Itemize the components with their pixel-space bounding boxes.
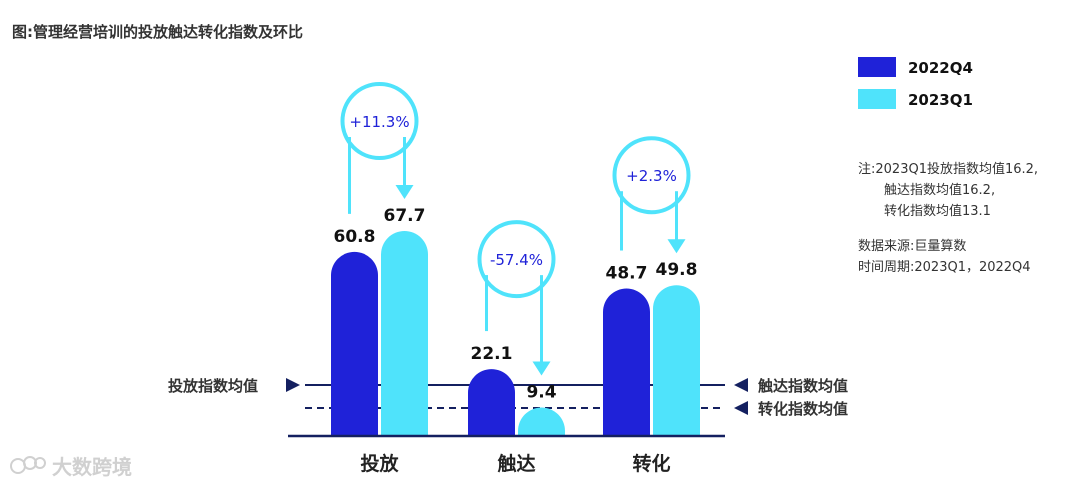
note-line-3: 转化指数均值13.1 [884,203,991,219]
bar-2023q1-1 [518,407,565,436]
bar-value-label: 67.7 [384,206,426,226]
change-bubble [612,136,691,215]
bar-2023q1-2 [653,285,700,436]
avg-left-marker-icon [286,378,300,392]
x-tick-label: 触达 [497,452,535,475]
bar-value-label: 48.7 [606,264,648,284]
x-tick-label: 转化 [632,452,670,475]
avg-right-marker-icon [734,378,748,392]
bar-value-label: 9.4 [526,383,556,403]
bars-group: 60.8 67.7 投放 +11.3% 22.1 9.4 触达 -57.4% 48.7 49.8 转… [331,82,700,475]
note-line-2: 触达指数均值16.2, [884,182,995,198]
bar-value-label: 60.8 [334,227,376,247]
change-arrow-icon [667,239,686,254]
change-label: +11.3% [349,113,409,131]
bar-value-label: 49.8 [656,260,698,280]
legend-label-2022q4: 2022Q4 [908,59,973,77]
bar-2023q1-0 [381,231,428,436]
bar-value-label: 22.1 [471,344,513,364]
change-bubble [477,220,556,299]
avg-label-chu-da: 触达指数均值 [758,377,848,395]
chart-title: 图:管理经营培训的投放触达转化指数及环比 [12,23,303,41]
change-label: +2.3% [626,167,677,185]
bar-2022q4-1 [468,369,515,436]
avg-right-marker-dashed-icon [734,401,748,415]
legend-swatch-2022q4 [858,57,896,77]
avg-label-zhuan-hua: 转化指数均值 [758,400,848,418]
legend-label-2023q1: 2023Q1 [908,91,973,109]
x-tick-label: 投放 [360,452,399,475]
bar-2022q4-2 [603,288,650,436]
change-bubble [340,82,419,160]
bar-2022q4-0 [331,251,378,436]
change-arrow-icon [532,361,551,376]
data-source: 数据来源:巨量算数 [858,239,966,254]
avg-label-tou-fang: 投放指数均值 [168,377,258,395]
note-line-1: 注:2023Q1投放指数均值16.2, [858,161,1038,177]
time-period: 时间周期:2023Q1，2022Q4 [858,260,1031,275]
change-arrow-icon [395,185,414,199]
change-label: -57.4% [490,251,543,269]
watermark-logo-icon [10,456,46,474]
watermark-text: 大数跨境 [52,455,132,479]
legend-swatch-2023q1 [858,89,896,109]
